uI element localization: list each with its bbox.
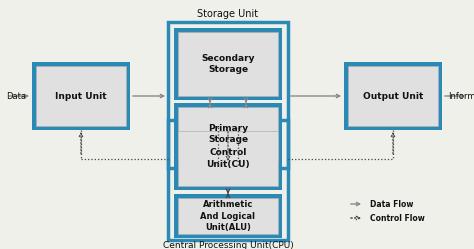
Bar bbox=[178, 131, 278, 186]
Bar bbox=[178, 32, 278, 96]
Bar bbox=[174, 103, 282, 165]
Text: Data: Data bbox=[6, 91, 26, 101]
Text: Storage Unit: Storage Unit bbox=[198, 9, 258, 19]
Bar bbox=[348, 66, 438, 126]
Bar bbox=[178, 107, 278, 161]
Bar bbox=[344, 62, 442, 130]
Text: Central Processing Unit(CPU): Central Processing Unit(CPU) bbox=[163, 241, 293, 249]
Text: Input Unit: Input Unit bbox=[55, 91, 107, 101]
Bar bbox=[174, 127, 282, 190]
Bar bbox=[178, 198, 278, 234]
Bar bbox=[168, 120, 288, 240]
Text: Information: Information bbox=[448, 91, 474, 101]
Text: Secondary
Storage: Secondary Storage bbox=[201, 54, 255, 74]
Text: Data Flow: Data Flow bbox=[370, 199, 413, 208]
Text: Primary
Storage: Primary Storage bbox=[208, 124, 248, 144]
Text: Control
Unit(CU): Control Unit(CU) bbox=[206, 148, 250, 169]
Bar bbox=[174, 28, 282, 100]
Text: Output Unit: Output Unit bbox=[363, 91, 423, 101]
Text: Control Flow: Control Flow bbox=[370, 213, 425, 223]
Bar bbox=[168, 22, 288, 168]
Bar bbox=[32, 62, 130, 130]
Bar bbox=[36, 66, 126, 126]
Text: Arithmetic
And Logical
Unit(ALU): Arithmetic And Logical Unit(ALU) bbox=[201, 200, 255, 232]
Bar bbox=[174, 194, 282, 238]
